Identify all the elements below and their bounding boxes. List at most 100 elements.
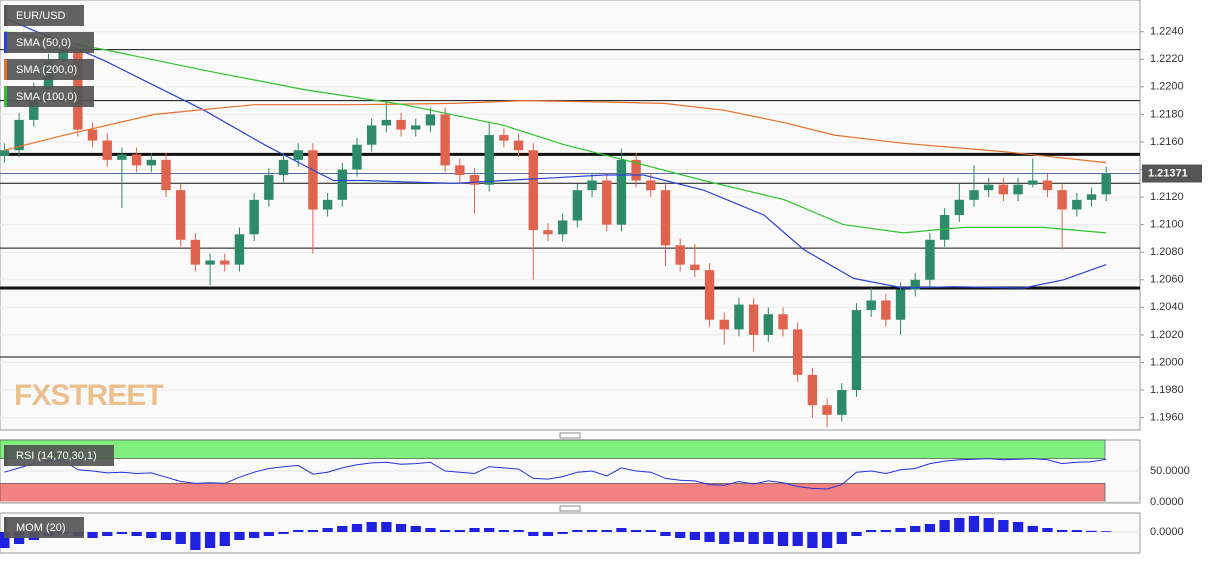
candle-body [337,169,347,200]
mom-bar [807,532,818,548]
mom-bar [630,530,642,532]
mom-bar [895,528,906,532]
last-price-box [1142,164,1202,183]
mom-bar [219,532,230,546]
y-tick-label: 1.2080 [1150,246,1184,258]
candle-body [778,314,788,330]
mom-bar [439,530,451,532]
candle-body [1013,184,1023,195]
candle-body [616,159,627,225]
candle-body [352,144,362,170]
candle-body [499,135,509,141]
y-tick-label: 1.2200 [1150,81,1184,93]
mom-bar [351,524,363,532]
candle-body [822,405,832,415]
legend-label: EUR/USD [16,10,66,22]
candle-body [793,329,803,375]
sma-line [4,31,1107,234]
candle-body [58,49,68,61]
y-tick-label: 1.2180 [1150,108,1184,120]
candle-body [969,190,979,200]
legend-swatch [4,517,7,538]
mom-bar [498,530,510,532]
y-tick-label: 1.2160 [1150,136,1184,148]
panel-handle[interactable] [559,505,581,512]
mom-bar [557,532,568,534]
legend-swatch [4,5,7,26]
y-tick-label: 1.2240 [1150,26,1184,38]
mom-bar [160,532,172,540]
legend-swatch [4,59,7,80]
y-tick-label: 0.0000 [1150,526,1184,538]
legend-box [4,32,94,53]
mom-bar [601,530,612,532]
candle-body [557,220,568,235]
rsi-band [0,483,1106,503]
mom-bar [175,532,186,544]
mom-bar [910,526,921,532]
mom-bar [777,532,789,546]
candle-body [675,245,685,265]
mom-bar [733,532,745,542]
mom-bar [1042,528,1053,532]
mom-bar [983,518,994,532]
mom-bar [1086,530,1097,532]
mom-bar [469,528,480,532]
legend-label: SMA (50,0) [16,37,71,49]
mom-bar [616,528,627,532]
y-tick-label: 1.2220 [1150,53,1184,65]
mom-bar [513,530,524,532]
mom-bar [704,532,715,542]
mom-bar [1101,531,1112,532]
candle-body [220,260,230,265]
mom-bar [939,520,950,532]
candle-body [190,239,201,265]
mom-bar [1027,526,1038,532]
mom-bar [821,532,833,548]
candle-body [631,159,641,181]
mom-bar [924,524,936,532]
mom-bar [293,530,304,532]
candle-body [1028,180,1038,185]
mom-bar [484,528,495,532]
mom-bar [1056,530,1068,532]
candle-body [293,150,303,160]
candle-body [381,119,392,126]
mom-bar [337,526,348,532]
mom-bar [395,524,407,532]
y-tick-label: 1.2060 [1150,274,1184,286]
panel-handle[interactable] [559,432,581,439]
watermark: FXSTREET [14,379,163,412]
rsi-band [0,439,1106,459]
candle-body [719,319,729,330]
candle-body [484,135,494,185]
mom-bar [454,530,465,532]
mom-bar [719,532,730,544]
legend-box [4,517,84,538]
candle-body [322,199,333,210]
candle-body [748,304,759,335]
candle-body [602,180,612,225]
candle-body [983,184,994,191]
legend-swatch [4,86,7,107]
legend-box [4,86,94,107]
mom-bar [366,522,377,532]
mom-bar [307,530,319,532]
mom-bar [1071,530,1082,532]
legend-label: RSI (14,70,30,1) [16,450,97,462]
candle-body [146,159,157,166]
legend-label: MOM (20) [16,522,66,534]
candle-body [734,304,744,330]
mom-bar [102,532,113,536]
mom-bar [204,532,216,548]
mom-bar [263,532,274,536]
candle-body [175,190,186,240]
mom-bar [146,532,157,538]
mom-panel [0,512,1141,554]
mom-bar [586,530,598,532]
candle-body [1101,173,1111,195]
candle-body [851,310,862,391]
mom-bar [675,532,686,538]
y-tick-label: 1.2120 [1150,191,1184,203]
mom-bar [748,532,759,544]
